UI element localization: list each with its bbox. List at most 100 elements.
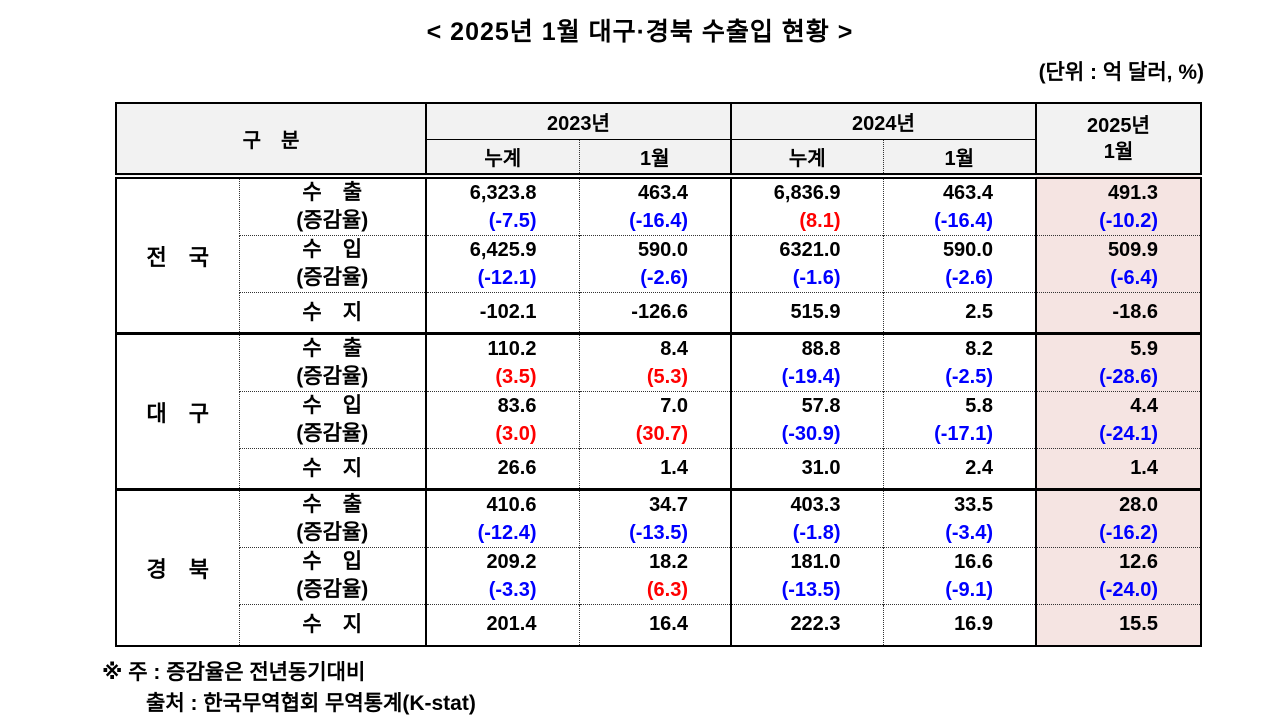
rate: (6.3) [580, 577, 688, 604]
row-label-main: 수 입 [302, 550, 363, 573]
value-cell-2025: 5.9 (-28.6) [1035, 332, 1201, 392]
rate-value: (-13.5) [629, 522, 688, 544]
value: 110.2 [487, 338, 537, 360]
header-row-1: 구 분 2023년 2024년 2025년 1월 [116, 103, 1201, 176]
rate: (-16.2) [1037, 520, 1158, 547]
value-cell: 34.7 (-13.5) [578, 488, 731, 548]
rate: (-2.6) [580, 265, 688, 292]
row-label-main: 수 출 [302, 337, 363, 360]
rate: (-24.1) [1037, 421, 1158, 448]
row-label: 수 입 (증감율) [238, 391, 426, 449]
value: 18.2 [649, 551, 688, 573]
rate-value: (-19.4) [781, 366, 841, 388]
table-body: 전 국 수 출 (증감율) 6,323.8 (-7.5) 463.4 (-16.4)… [116, 173, 1201, 646]
value-cell: 1.4 [578, 448, 731, 490]
rate: (-1.6) [732, 265, 841, 292]
row-daegu-balance: 수 지 26.6 1.4 31.0 2.4 1.4 [116, 448, 1201, 490]
rate-value: (-16.4) [934, 210, 993, 232]
value-cell: 403.3 (-1.8) [730, 488, 883, 548]
value-cell: 5.8 (-17.1) [882, 391, 1036, 449]
value-cell: 463.4 (-16.4) [882, 173, 1036, 236]
header-gubun: 구 분 [116, 103, 426, 176]
value: 590.0 [637, 239, 688, 261]
rate-value: (-9.1) [945, 579, 993, 601]
value-cell: 110.2 (3.5) [425, 332, 579, 392]
value-cell: 16.9 [882, 604, 1036, 646]
value: 7.0 [660, 395, 688, 417]
row-label-main: 수 지 [302, 300, 363, 324]
row-gyeongbuk-import: 수 입 (증감율) 209.2 (-3.3) 18.2 (6.3) 181.0 (-1… [116, 547, 1201, 605]
rate-value: (-1.8) [792, 522, 841, 544]
rate-value: (-13.5) [781, 579, 841, 601]
value: 509.9 [1107, 239, 1158, 261]
value: 181.0 [790, 551, 841, 573]
row-label-sub: (증감율) [296, 578, 369, 601]
value-cell: -102.1 [425, 292, 579, 334]
header-2024-jan: 1월 [882, 138, 1036, 176]
region-label-national: 전 국 [116, 173, 239, 334]
value: 403.3 [790, 494, 841, 516]
row-national-export: 전 국 수 출 (증감율) 6,323.8 (-7.5) 463.4 (-16.4)… [116, 173, 1201, 334]
value-cell: 57.8 (-30.9) [730, 391, 883, 449]
row-label: 수 지 [238, 448, 426, 490]
row-label-main: 수 지 [302, 456, 363, 480]
value-cell: 8.2 (-2.5) [882, 332, 1036, 392]
rate-value: (-3.4) [945, 522, 993, 544]
row-gyeongbuk-balance: 수 지 201.4 16.4 222.3 16.9 15.5 [116, 604, 1201, 646]
value-cell-2025: 15.5 [1035, 604, 1201, 646]
footnote-source: 출처 : 한국무역협회 무역통계(K-stat) [146, 691, 476, 715]
rate: (3.0) [427, 421, 536, 448]
value-cell: -126.6 [578, 292, 731, 334]
rate: (-9.1) [884, 577, 993, 604]
value: 463.4 [637, 182, 688, 204]
row-label-main: 수 출 [302, 181, 363, 204]
value-cell: 33.5 (-3.4) [882, 488, 1036, 548]
header-2023: 2023년 [425, 103, 731, 139]
value: 463.4 [942, 182, 993, 204]
row-label-main: 수 입 [302, 238, 363, 261]
row-label: 수 입 (증감율) [238, 235, 426, 293]
value-cell: 590.0 (-2.6) [578, 235, 731, 293]
value: 410.6 [486, 494, 537, 516]
value-cell: 8.4 (5.3) [578, 332, 731, 392]
value-cell: 18.2 (6.3) [578, 547, 731, 605]
header-2025-line1: 2025년 [1087, 114, 1150, 137]
rate-value: (-2.5) [945, 366, 993, 388]
value-cell: 590.0 (-2.6) [882, 235, 1036, 293]
value: 28.0 [1119, 494, 1158, 516]
row-label-main: 수 출 [302, 493, 363, 516]
value: 8.2 [965, 338, 993, 360]
rate: (-16.4) [580, 208, 688, 235]
value-cell: 463.4 (-16.4) [578, 173, 731, 236]
value: 209.2 [486, 551, 537, 573]
rate: (8.1) [732, 208, 840, 235]
rate-value: (-3.3) [488, 579, 537, 601]
page-title: < 2025년 1월 대구·경북 수출입 현황 > [426, 18, 854, 46]
rate-value: (3.5) [495, 366, 537, 388]
value: 5.9 [1130, 338, 1158, 360]
value: 88.8 [801, 338, 841, 360]
row-label-sub: (증감율) [296, 365, 369, 388]
value-cell: 6321.0 (-1.6) [730, 235, 883, 293]
value-cell: 181.0 (-13.5) [730, 547, 883, 605]
footnote-growth-basis: ※ 주 : 증감율은 전년동기대비 [102, 660, 366, 684]
value-cell: 201.4 [425, 604, 579, 646]
row-label-sub: (증감율) [296, 209, 369, 232]
value-cell: 222.3 [730, 604, 883, 646]
rate: (3.5) [427, 364, 537, 391]
value: 83.6 [497, 395, 537, 417]
row-label-sub: (증감율) [296, 266, 369, 289]
value: 12.6 [1119, 551, 1158, 573]
value-cell: 31.0 [730, 448, 883, 490]
rate-value: (-24.0) [1099, 579, 1158, 601]
rate: (-24.0) [1037, 577, 1158, 604]
rate-value: (-12.1) [477, 267, 537, 289]
row-label: 수 출 (증감율) [238, 332, 426, 392]
rate: (30.7) [580, 421, 688, 448]
value-cell-2025: 1.4 [1035, 448, 1201, 490]
row-national-import: 수 입 (증감율) 6,425.9 (-12.1) 590.0 (-2.6) 632… [116, 235, 1201, 293]
rate-value: (-16.4) [629, 210, 688, 232]
rate: (-3.3) [427, 577, 537, 604]
value-cell: 88.8 (-19.4) [730, 332, 883, 392]
